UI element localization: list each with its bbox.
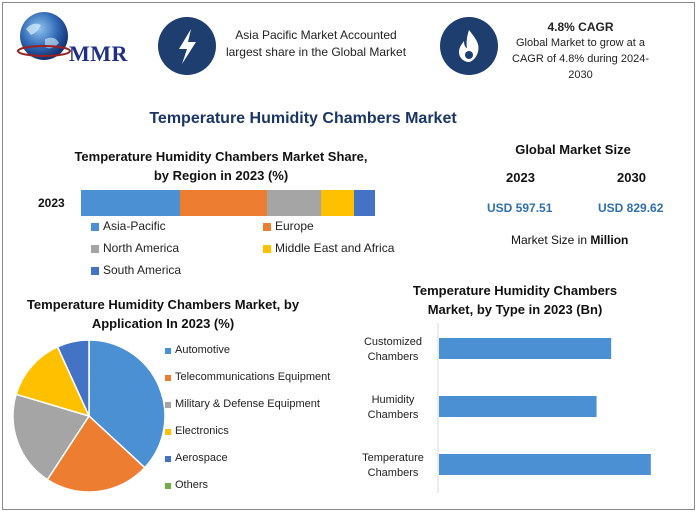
- pie-legend-item: Electronics: [165, 425, 229, 437]
- application-pie: [12, 339, 166, 493]
- cagr-block: 4.8% CAGR Global Market to grow at a CAG…: [503, 19, 658, 83]
- pie-slice-military-defense-equipment: [12, 393, 91, 481]
- legend-label: Asia-Pacific: [103, 219, 166, 233]
- pie-legend-item: Automotive: [165, 344, 231, 356]
- application-chart-title: Temperature Humidity Chambers Market, by…: [26, 297, 300, 331]
- legend-swatch: [165, 348, 171, 354]
- type-bar-temperature-chambers: [439, 454, 651, 475]
- pie-slice-electronics: [15, 345, 91, 418]
- pie-legend-item: Military & Defense Equipment: [165, 398, 320, 410]
- value-2023: USD 597.51: [487, 201, 553, 215]
- legend-label: North America: [103, 241, 180, 255]
- type-chart-title: Temperature Humidity Chambers Market, by…: [412, 283, 618, 317]
- legend-label: South America: [103, 263, 182, 277]
- region-segment-south-america: [354, 190, 375, 216]
- region-year-label: 2023: [38, 196, 65, 210]
- pie-slice-telecommunications-equipment: [46, 414, 146, 493]
- category-label: Customized Chambers: [363, 336, 423, 363]
- legend-swatch: [165, 402, 171, 408]
- legend-item: South America: [91, 263, 181, 277]
- legend-label: Military & Defense Equipment: [175, 398, 320, 410]
- legend-label: Aerospace: [175, 452, 228, 464]
- legend-label: Others: [175, 479, 209, 491]
- legend-item: North America: [91, 241, 179, 255]
- brand-name: MMR: [69, 41, 128, 66]
- globe-icon: [17, 12, 71, 60]
- lightning-icon: [158, 17, 216, 75]
- legend-item: Europe: [263, 219, 314, 233]
- legend-item: Asia-Pacific: [91, 219, 166, 233]
- market-size-note: Market Size in Million: [511, 233, 628, 247]
- pie-legend-item: Telecommunications Equipment: [165, 371, 331, 383]
- region-segment-asia-pacific: [81, 190, 180, 216]
- legend-swatch: [165, 456, 171, 462]
- legend-label: Europe: [275, 219, 314, 233]
- region-segment-europe: [180, 190, 267, 216]
- asia-share-text: Asia Pacific Market Accounted largest sh…: [225, 28, 407, 59]
- legend-swatch: [165, 483, 171, 489]
- legend-item: Middle East and Africa: [263, 241, 394, 255]
- value-2030: USD 829.62: [598, 201, 664, 215]
- type-bar-humidity-chambers: [439, 396, 597, 417]
- category-label: Humidity Chambers: [367, 394, 419, 421]
- page-title: Temperature Humidity Chambers Market: [149, 110, 457, 127]
- pie-slice-automotive: [88, 339, 166, 469]
- legend-swatch: [165, 429, 171, 435]
- note-unit: Million: [590, 233, 629, 247]
- pie-legend-item: Aerospace: [165, 452, 228, 464]
- region-segment-middle-east-and-africa: [321, 190, 354, 216]
- region-segment-north-america: [267, 190, 321, 216]
- pie-legend-item: Others: [165, 479, 209, 491]
- type-bar-customized-chambers: [439, 338, 612, 359]
- legend-label: Automotive: [175, 344, 231, 356]
- legend-label: Electronics: [175, 425, 229, 437]
- note-prefix: Market Size in: [511, 233, 591, 247]
- region-stacked-bar: [81, 190, 375, 216]
- legend-label: Telecommunications Equipment: [175, 371, 331, 383]
- type-bar-chart: [437, 323, 651, 493]
- legend-swatch: [165, 375, 171, 381]
- market-size-title: Global Market Size: [515, 142, 631, 157]
- cagr-text: Global Market to grow at a CAGR of 4.8% …: [512, 37, 649, 81]
- category-label: Temperature Chambers: [362, 452, 424, 479]
- legend-label: Middle East and Africa: [275, 241, 395, 255]
- flame-icon: [440, 17, 498, 75]
- year-2030: 2030: [617, 170, 646, 185]
- region-chart-title: Temperature Humidity Chambers Market Sha…: [74, 149, 368, 183]
- pie-slice-aerospace: [56, 339, 90, 417]
- mmr-logo: MMR: [11, 9, 146, 69]
- year-2023: 2023: [506, 170, 535, 185]
- cagr-title: 4.8% CAGR: [547, 20, 614, 34]
